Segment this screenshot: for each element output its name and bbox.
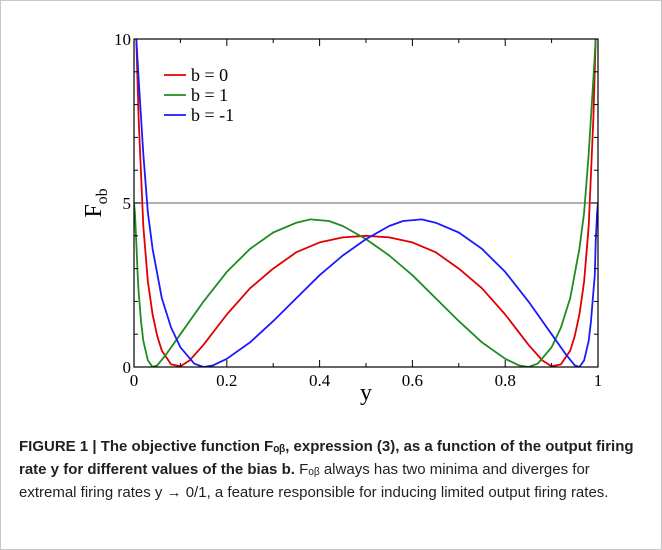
x-tick-label: 0.6: [402, 371, 423, 390]
caption-body: Fₒᵦ always has two minima and diverges f…: [19, 461, 609, 501]
x-tick-label: 0.4: [309, 371, 331, 390]
legend-label-1: b = 1: [191, 85, 228, 105]
x-tick-label: 1: [594, 371, 603, 390]
series-line-2: [135, 39, 598, 367]
x-axis-title: y: [360, 380, 372, 406]
caption-bold: FIGURE 1 | The objective function Fₒᵦ, e…: [19, 438, 634, 478]
y-tick-label: 0: [123, 358, 132, 377]
x-tick-label: 0.2: [216, 371, 237, 390]
y-axis-subscript: ob: [94, 188, 111, 204]
x-tick-label: 0.8: [495, 371, 516, 390]
figure-caption: FIGURE 1 | The objective function Fₒᵦ, e…: [19, 435, 639, 504]
y-tick-label: 10: [114, 30, 131, 49]
legend-label-2: b = -1: [191, 105, 234, 125]
series-line-1: [134, 39, 597, 367]
series-line-0: [135, 39, 597, 367]
x-tick-label: 0: [130, 371, 139, 390]
y-axis-title: Fob: [81, 188, 111, 217]
y-tick-label: 5: [123, 194, 132, 213]
legend-label-0: b = 0: [191, 65, 228, 85]
